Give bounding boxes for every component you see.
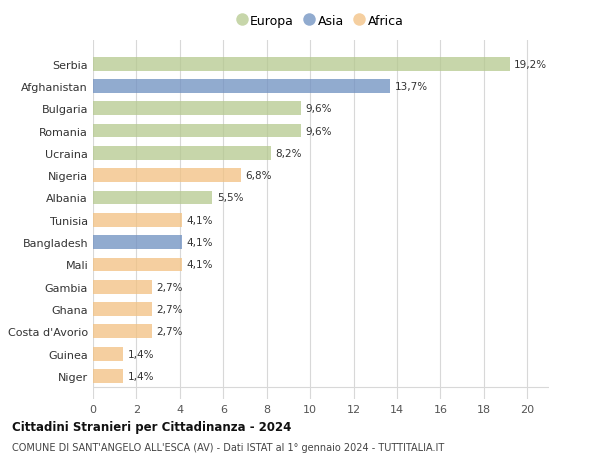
Text: 9,6%: 9,6% xyxy=(306,104,332,114)
Bar xyxy=(93,80,391,94)
Bar xyxy=(93,235,182,250)
Bar xyxy=(93,124,301,138)
Bar xyxy=(93,102,301,116)
Bar xyxy=(93,213,182,227)
Text: 2,7%: 2,7% xyxy=(156,304,182,314)
Bar xyxy=(93,369,124,383)
Bar xyxy=(93,258,182,272)
Text: 1,4%: 1,4% xyxy=(128,371,154,381)
Text: 13,7%: 13,7% xyxy=(395,82,428,92)
Text: 2,7%: 2,7% xyxy=(156,327,182,336)
Text: 9,6%: 9,6% xyxy=(306,126,332,136)
Bar xyxy=(93,347,124,361)
Text: 1,4%: 1,4% xyxy=(128,349,154,359)
Text: 6,8%: 6,8% xyxy=(245,171,271,181)
Text: 4,1%: 4,1% xyxy=(187,260,213,270)
Text: 5,5%: 5,5% xyxy=(217,193,243,203)
Bar xyxy=(93,169,241,183)
Bar xyxy=(93,57,510,72)
Bar xyxy=(93,146,271,161)
Text: COMUNE DI SANT'ANGELO ALL'ESCA (AV) - Dati ISTAT al 1° gennaio 2024 - TUTTITALIA: COMUNE DI SANT'ANGELO ALL'ESCA (AV) - Da… xyxy=(12,442,444,452)
Bar xyxy=(93,191,212,205)
Bar xyxy=(93,325,152,339)
Text: 4,1%: 4,1% xyxy=(187,238,213,247)
Text: 2,7%: 2,7% xyxy=(156,282,182,292)
Bar xyxy=(93,280,152,294)
Bar xyxy=(93,302,152,316)
Text: Cittadini Stranieri per Cittadinanza - 2024: Cittadini Stranieri per Cittadinanza - 2… xyxy=(12,420,292,433)
Legend: Europa, Asia, Africa: Europa, Asia, Africa xyxy=(239,15,403,28)
Text: 4,1%: 4,1% xyxy=(187,215,213,225)
Text: 19,2%: 19,2% xyxy=(514,60,547,69)
Text: 8,2%: 8,2% xyxy=(275,149,302,158)
